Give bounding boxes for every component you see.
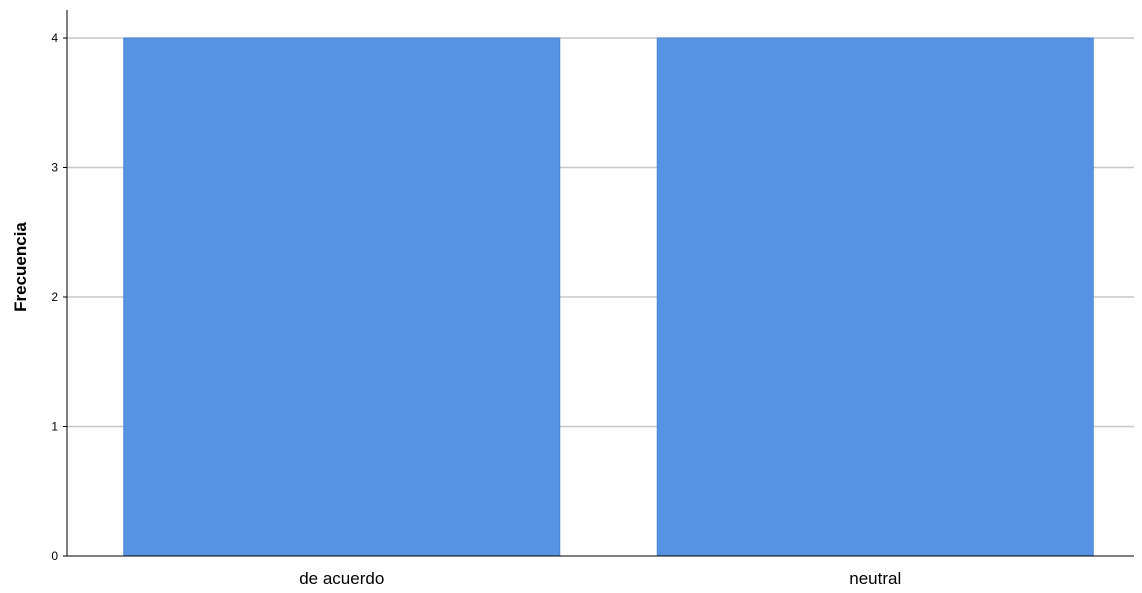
axes xyxy=(66,10,1134,557)
y-tick-label: 0 xyxy=(51,549,58,563)
y-tick-label: 2 xyxy=(51,290,58,304)
y-tick-label: 3 xyxy=(51,161,58,175)
x-tick-label: de acuerdo xyxy=(299,569,384,588)
bar-de-acuerdo xyxy=(123,37,561,557)
y-axis-title: Frecuencia xyxy=(11,222,30,312)
bars xyxy=(123,37,1094,557)
y-tick-label: 4 xyxy=(51,31,58,45)
y-tick-labels: 0 1 2 3 4 xyxy=(51,31,58,563)
y-tick-label: 1 xyxy=(51,420,58,434)
x-tick-label: neutral xyxy=(849,569,901,588)
bar-neutral xyxy=(656,37,1094,557)
x-tick-labels: de acuerdo neutral xyxy=(299,569,901,588)
